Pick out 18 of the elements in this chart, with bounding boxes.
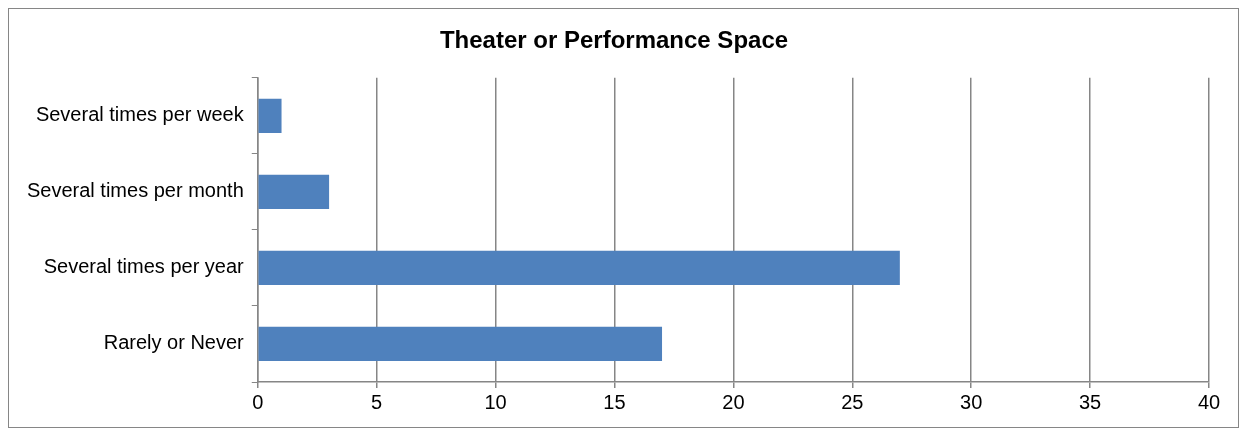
x-tick-label: 15 bbox=[603, 390, 626, 413]
y-tick-label: Several times per month bbox=[26, 179, 244, 202]
x-tick-label: 35 bbox=[1078, 390, 1102, 413]
y-tick-label: Rarely or Never bbox=[103, 331, 245, 354]
x-tick-label: 25 bbox=[841, 390, 864, 413]
y-tick-label: Several times per week bbox=[35, 103, 245, 126]
y-tick-label: Several times per year bbox=[43, 255, 245, 278]
bar bbox=[258, 174, 330, 209]
x-tick-label: 0 bbox=[252, 390, 264, 413]
x-tick-label: 40 bbox=[1197, 390, 1221, 413]
bar bbox=[258, 326, 663, 362]
chart-title: Theater or Performance Space bbox=[439, 26, 789, 54]
x-tick-label: 30 bbox=[960, 390, 983, 413]
x-tick-label: 20 bbox=[722, 390, 745, 413]
bar bbox=[258, 250, 900, 286]
bar bbox=[258, 98, 282, 133]
x-tick-label: 10 bbox=[484, 390, 507, 413]
x-tick-label: 5 bbox=[371, 390, 383, 413]
